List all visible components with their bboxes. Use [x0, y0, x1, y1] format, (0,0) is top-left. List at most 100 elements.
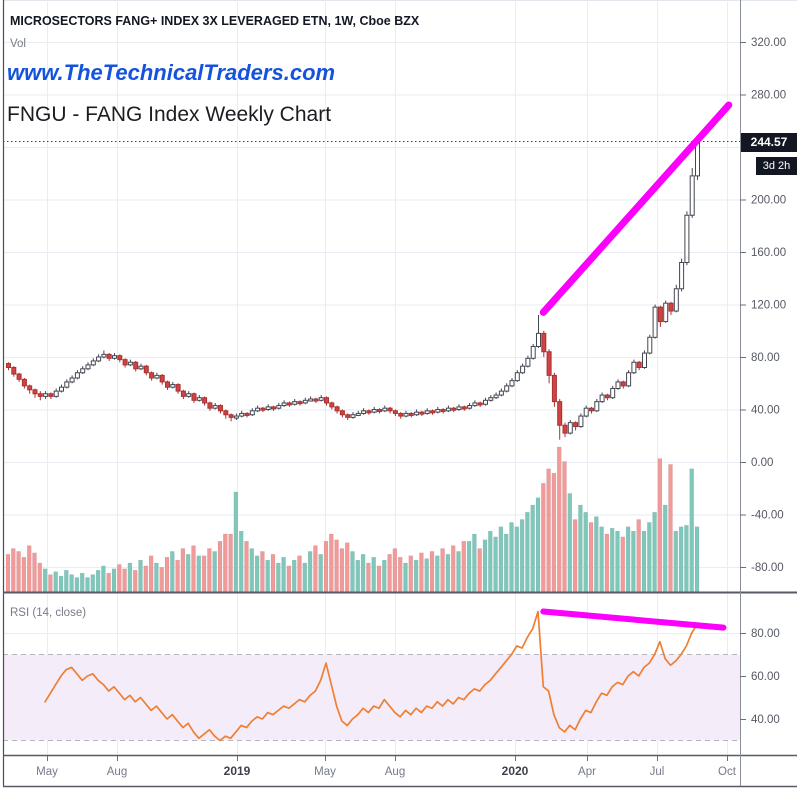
- price-axis-label: 80.00: [751, 352, 780, 364]
- candle: [589, 407, 594, 412]
- volume-bar: [636, 519, 641, 593]
- candle: [313, 398, 319, 402]
- candle: [112, 355, 117, 359]
- volume-series[interactable]: [5, 446, 700, 593]
- rsi-axis-label: 80.00: [751, 628, 780, 640]
- rsi-axis[interactable]: 80.00 60.00 40.00: [740, 628, 780, 726]
- candle: [143, 365, 149, 374]
- price-axis[interactable]: 320.00 280.00 200.00 160.00 120.00 80.00 40.00…: [740, 37, 786, 574]
- volume-bar: [551, 472, 557, 593]
- candle: [16, 373, 22, 380]
- volume-bar: [90, 574, 96, 593]
- volume-bar: [302, 562, 308, 593]
- volume-bar: [159, 567, 164, 593]
- volume-bar: [270, 554, 276, 593]
- volume-bar: [530, 504, 535, 593]
- rsi-band: [3, 654, 740, 741]
- volume-bar: [525, 512, 530, 593]
- candle: [642, 352, 647, 368]
- candle: [318, 397, 324, 401]
- volume-bar: [419, 552, 424, 593]
- candle: [525, 357, 531, 367]
- candle: [138, 365, 144, 370]
- volume-bar: [334, 539, 339, 593]
- volume-bar: [615, 530, 620, 593]
- volume-bar: [95, 570, 101, 593]
- candle: [520, 365, 526, 374]
- volume-bar: [164, 556, 170, 593]
- time-axis[interactable]: May Aug 2019 May Aug 2020 Apr Jul Oct: [36, 756, 737, 778]
- volume-bar: [64, 570, 69, 593]
- volume-bar: [212, 551, 217, 593]
- volume-bar: [196, 555, 202, 593]
- candle: [191, 393, 197, 401]
- volume-bar: [424, 558, 429, 593]
- candle: [604, 394, 610, 399]
- volume-bar: [382, 559, 387, 593]
- volume-bar: [132, 570, 138, 593]
- volume-bar: [154, 562, 159, 593]
- candle: [382, 407, 388, 412]
- volume-bar: [111, 568, 117, 593]
- candlestick-series[interactable]: [6, 139, 700, 440]
- rsi-line[interactable]: [44, 610, 698, 742]
- candle: [599, 394, 605, 403]
- time-axis-label: May: [36, 766, 58, 778]
- price-axis-label: 200.00: [751, 195, 786, 207]
- time-axis-label: May: [314, 766, 336, 778]
- candle: [435, 409, 441, 413]
- candle: [212, 405, 218, 409]
- volume-bar: [366, 562, 371, 593]
- volume-bar: [21, 556, 27, 593]
- volume-bar: [85, 577, 90, 593]
- volume-bar: [265, 559, 270, 593]
- candle: [53, 390, 59, 397]
- candle: [117, 355, 123, 361]
- volume-bar: [260, 551, 265, 593]
- candle: [334, 406, 340, 412]
- rsi-trendline[interactable]: [540, 608, 727, 631]
- price-axis-label: 0.00: [751, 457, 773, 469]
- candle: [668, 302, 674, 312]
- volume-bar: [450, 545, 456, 593]
- volume-bar: [74, 577, 80, 593]
- volume-bar: [689, 468, 694, 593]
- candle: [530, 346, 536, 359]
- volume-bar: [180, 548, 186, 593]
- candle: [557, 401, 563, 426]
- price-trendline[interactable]: [539, 101, 733, 316]
- volume-bar: [53, 571, 58, 593]
- time-axis-label: 2019: [224, 764, 251, 778]
- candle: [85, 364, 91, 370]
- candle: [392, 410, 398, 414]
- volume-bar: [244, 541, 249, 593]
- volume-bar: [286, 565, 292, 593]
- rsi-indicator-label[interactable]: RSI (14, close): [10, 607, 87, 619]
- price-trendline-segment: [539, 101, 733, 316]
- price-axis-label: -80.00: [751, 562, 784, 574]
- volume-bar: [238, 530, 244, 593]
- candle: [594, 401, 600, 412]
- rsi-series[interactable]: [44, 610, 698, 742]
- volume-bar: [647, 522, 652, 593]
- volume-bar: [323, 541, 329, 593]
- candle: [21, 378, 27, 387]
- candle: [684, 214, 690, 263]
- volume-bar: [535, 497, 541, 593]
- candle: [202, 397, 208, 404]
- candle: [626, 372, 632, 387]
- volume-indicator-label[interactable]: Vol: [10, 38, 26, 50]
- candle: [398, 412, 404, 417]
- candle: [583, 407, 589, 417]
- volume-bar: [344, 542, 350, 593]
- price-axis-label: 280.00: [751, 90, 786, 102]
- volume-bar: [101, 565, 106, 593]
- candle: [419, 411, 425, 415]
- candle: [377, 409, 382, 412]
- volume-bar: [58, 575, 64, 593]
- candle: [414, 411, 420, 416]
- candle: [573, 422, 579, 428]
- candle: [265, 406, 271, 410]
- volume-bar: [482, 539, 488, 593]
